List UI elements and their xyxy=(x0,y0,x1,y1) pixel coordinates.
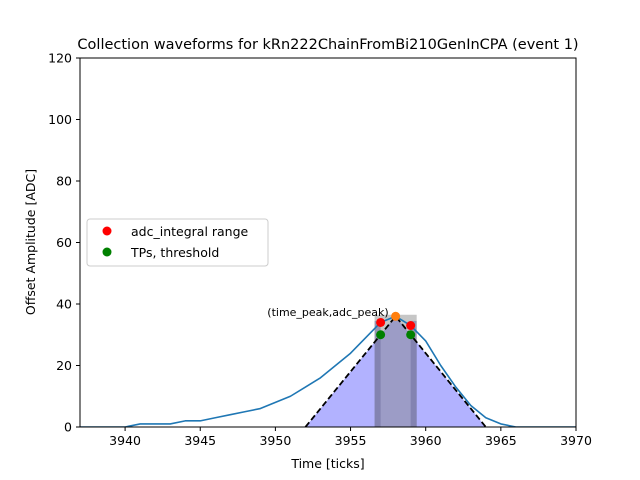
peak-annotation: (time_peak,adc_peak) xyxy=(267,306,388,319)
y-tick-label-0: 0 xyxy=(64,420,72,435)
legend-marker-integral xyxy=(102,226,112,236)
x-tick-label-3970: 3970 xyxy=(560,433,592,448)
x-tick-label-3960: 3960 xyxy=(410,433,442,448)
x-axis: 3940 3945 3950 3955 3960 3965 3970 xyxy=(109,427,592,448)
triangle-outline xyxy=(304,314,487,427)
x-tick-label-3965: 3965 xyxy=(485,433,517,448)
x-tick-label-3955: 3955 xyxy=(335,433,367,448)
y-tick-label-40: 40 xyxy=(56,297,72,312)
x-tick-label-3950: 3950 xyxy=(259,433,291,448)
plot-frame xyxy=(79,57,577,428)
y-tick-label-20: 20 xyxy=(56,358,72,373)
y-axis-label: Offset Amplitude [ADC] xyxy=(23,169,38,315)
legend-marker-threshold xyxy=(102,247,112,257)
threshold-point-0 xyxy=(376,330,386,340)
integral-point-1 xyxy=(406,321,416,331)
legend: adc_integral range TPs, threshold xyxy=(86,218,269,267)
x-axis-label: Time [ticks] xyxy=(290,456,364,471)
y-tick-label-100: 100 xyxy=(48,112,72,127)
y-tick-label-120: 120 xyxy=(48,51,72,66)
y-tick-label-60: 60 xyxy=(56,235,72,250)
triangle-fill xyxy=(305,316,486,427)
legend-box xyxy=(86,218,269,267)
x-tick-label-3940: 3940 xyxy=(109,433,141,448)
y-tick-label-80: 80 xyxy=(56,174,72,189)
peak-point xyxy=(391,311,401,321)
threshold-point-1 xyxy=(406,330,416,340)
chart-title: Collection waveforms for kRn222ChainFrom… xyxy=(77,37,578,53)
integral-point-0 xyxy=(376,317,386,327)
waveform-line xyxy=(80,315,576,427)
edge-band-1 xyxy=(410,320,417,427)
edge-band-0 xyxy=(374,320,381,427)
plot-area: (time_peak,adc_peak) xyxy=(80,306,576,427)
legend-label-integral: adc_integral range xyxy=(131,224,249,239)
x-tick-label-3945: 3945 xyxy=(184,433,216,448)
legend-label-threshold: TPs, threshold xyxy=(130,245,219,260)
plot-content xyxy=(80,311,576,427)
y-axis: 0 20 40 60 80 100 120 xyxy=(48,51,80,435)
